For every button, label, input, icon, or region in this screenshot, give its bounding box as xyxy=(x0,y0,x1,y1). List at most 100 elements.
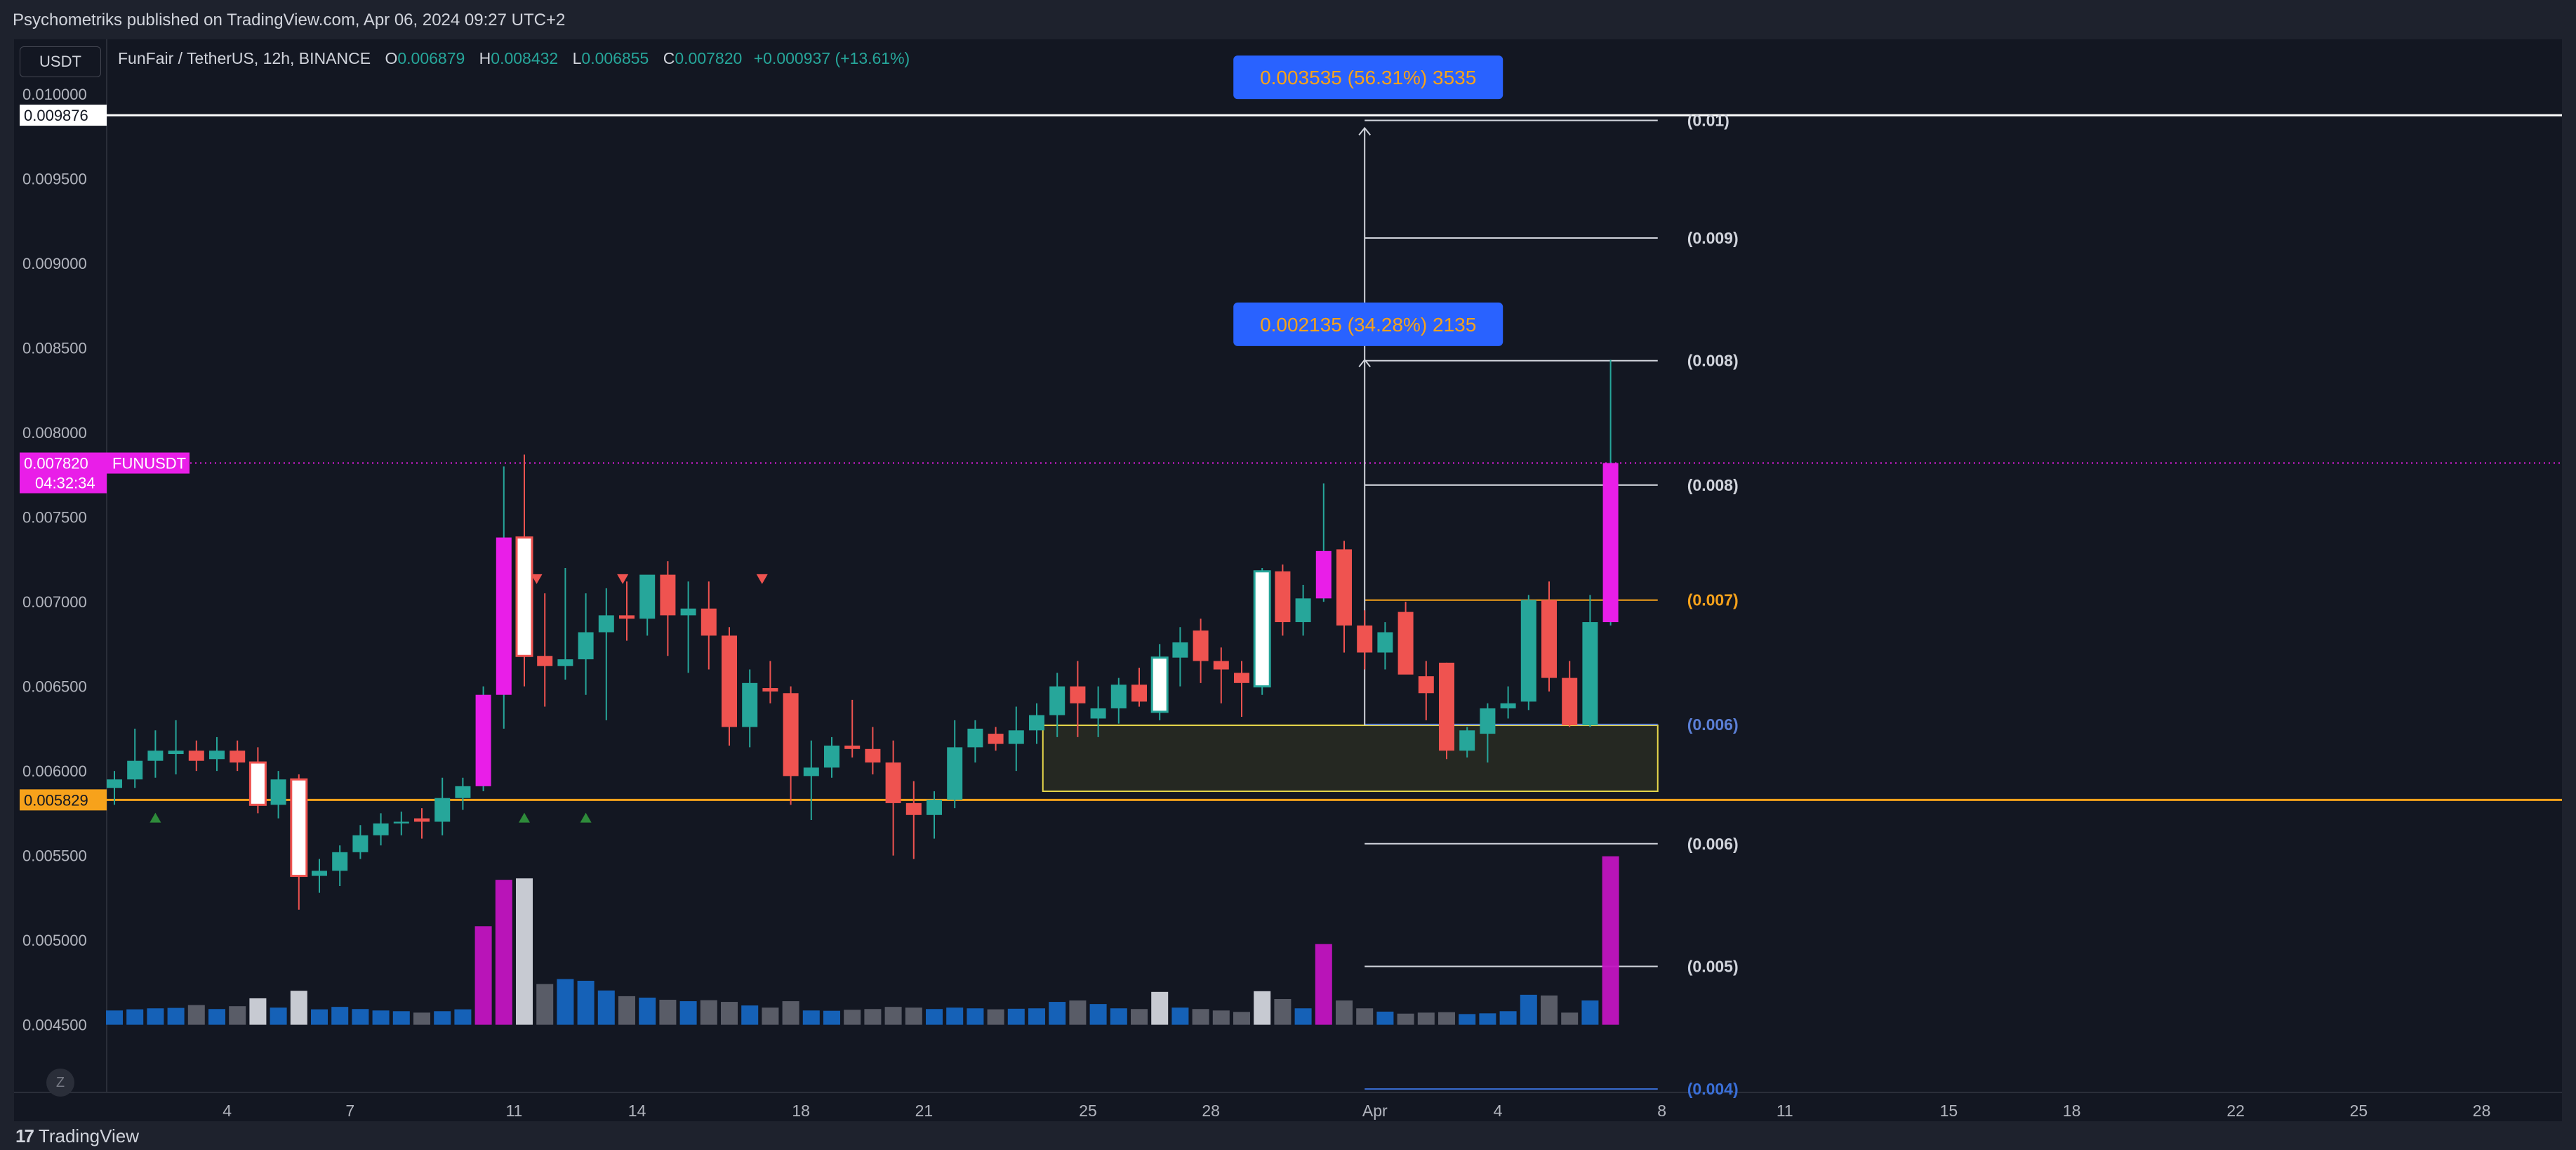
tradingview-brand[interactable]: 17 TradingView xyxy=(15,1125,139,1147)
volume-bar xyxy=(741,1005,759,1025)
candle-body xyxy=(1049,686,1065,715)
volume-bar xyxy=(1520,994,1537,1025)
candle-body xyxy=(1480,708,1496,734)
measure-box xyxy=(1233,302,1503,346)
volume-bar xyxy=(1171,1007,1189,1025)
measure-arrow-icon xyxy=(1358,358,1371,368)
volume-bar xyxy=(1028,1008,1045,1025)
volume-bar xyxy=(926,1009,943,1025)
measure-box xyxy=(1233,55,1503,100)
volume-bar xyxy=(1581,1000,1599,1025)
candle-body xyxy=(393,821,409,824)
tradingview-logo-icon: 17 xyxy=(15,1125,34,1146)
volume-bar xyxy=(639,997,656,1025)
y-tick-label: 0.007500 xyxy=(22,509,87,527)
candle-body xyxy=(1602,463,1619,623)
level-label: (0.008) xyxy=(1687,476,1739,494)
change-value: +0.000937 (+13.61%) xyxy=(753,49,910,67)
candle-body xyxy=(1500,703,1516,708)
price-axis-bg xyxy=(14,39,107,1092)
volume-bar xyxy=(290,991,307,1025)
price-chart[interactable]: 0.010000 0.009500 0.009000 0.008500 0.008000… xyxy=(14,39,2562,1121)
volume-bar xyxy=(434,1011,451,1025)
volume-bar xyxy=(1561,1012,1579,1025)
volume-bar xyxy=(577,980,595,1025)
candle-body xyxy=(1377,632,1393,653)
volume-bar xyxy=(147,1008,164,1025)
volume-bar xyxy=(946,1007,964,1025)
candle-body xyxy=(988,734,1004,744)
candle-body xyxy=(1520,600,1536,702)
level-label: (0.006) xyxy=(1687,715,1739,734)
x-tick-label: 25 xyxy=(2350,1102,2368,1120)
candle-body xyxy=(905,802,922,815)
volume-bar xyxy=(905,1007,922,1025)
y-tick-label: 0.009000 xyxy=(22,255,87,272)
volume-bar xyxy=(454,1009,472,1025)
volume-bar xyxy=(864,1009,882,1025)
volume-bar xyxy=(721,1002,738,1025)
candle-body xyxy=(762,688,778,692)
y-tick-label: 0.006500 xyxy=(22,678,87,696)
top-line-price-tag: 0.009876 xyxy=(24,107,88,124)
volume-bar xyxy=(249,998,267,1025)
candle-body xyxy=(1275,571,1291,623)
volume-bar xyxy=(392,1011,410,1025)
candle-body xyxy=(844,745,861,749)
volume-bar xyxy=(1438,1012,1455,1025)
candle-body xyxy=(824,745,839,768)
volume-bar xyxy=(352,1009,369,1025)
level-label: (0.006) xyxy=(1687,835,1739,853)
level-label: (0.01) xyxy=(1687,112,1729,130)
volume-bar xyxy=(618,996,635,1025)
volume-bar xyxy=(802,1010,820,1025)
candle-body xyxy=(1562,678,1578,726)
symbol-name[interactable]: FunFair / TetherUS, 12h, BINANCE xyxy=(118,49,371,67)
candle-body xyxy=(660,574,676,616)
candle-body xyxy=(701,608,717,636)
candle-body xyxy=(557,659,573,666)
demand-zone-box xyxy=(1042,725,1659,793)
volume-bar xyxy=(1336,1000,1353,1025)
candle-body xyxy=(1459,730,1475,751)
candle-body xyxy=(619,615,635,619)
candle-body xyxy=(1193,630,1209,661)
y-tick-label: 0.010000 xyxy=(22,86,87,103)
volume-bar xyxy=(1459,1014,1476,1025)
sell-signal-icon xyxy=(617,574,629,584)
sell-signal-icon xyxy=(531,574,543,584)
measure-arrow-icon xyxy=(1358,126,1371,136)
candle-body xyxy=(1213,661,1229,670)
brand-name: TradingView xyxy=(38,1125,139,1146)
volume-bar xyxy=(1069,1000,1087,1025)
volume-bar xyxy=(1049,1002,1066,1025)
volume-bar xyxy=(1315,944,1332,1025)
volume-bar xyxy=(167,1007,185,1025)
candle-body xyxy=(865,748,881,763)
x-tick-label: 4 xyxy=(1494,1102,1503,1120)
volume-bar xyxy=(679,1001,697,1025)
candle-body xyxy=(1439,662,1454,751)
volume-bar xyxy=(1089,1004,1107,1025)
candle-body xyxy=(1110,685,1127,708)
volume-bar xyxy=(557,979,574,1025)
symbol-tag: FUNUSDT xyxy=(112,455,186,472)
volume-bar xyxy=(311,1009,328,1025)
level-label: (0.008) xyxy=(1687,352,1739,370)
candle-body xyxy=(352,835,369,852)
reset-zoom-button[interactable]: Z xyxy=(46,1069,74,1097)
candle-body xyxy=(885,762,901,803)
volume-bar xyxy=(1192,1009,1209,1025)
level-label: (0.004) xyxy=(1687,1080,1739,1098)
currency-selector[interactable]: USDT xyxy=(20,46,101,77)
high-label: H xyxy=(479,49,491,67)
volume-bar xyxy=(659,1000,677,1025)
candle-body xyxy=(332,852,348,871)
candle-body xyxy=(270,779,286,805)
volume-bar xyxy=(700,1000,717,1025)
buy-signal-icon xyxy=(150,812,161,823)
y-tick-label: 0.008500 xyxy=(22,340,87,357)
x-tick-label: 11 xyxy=(1777,1102,1793,1120)
candle-body xyxy=(1253,570,1271,688)
candle-body xyxy=(248,761,267,806)
